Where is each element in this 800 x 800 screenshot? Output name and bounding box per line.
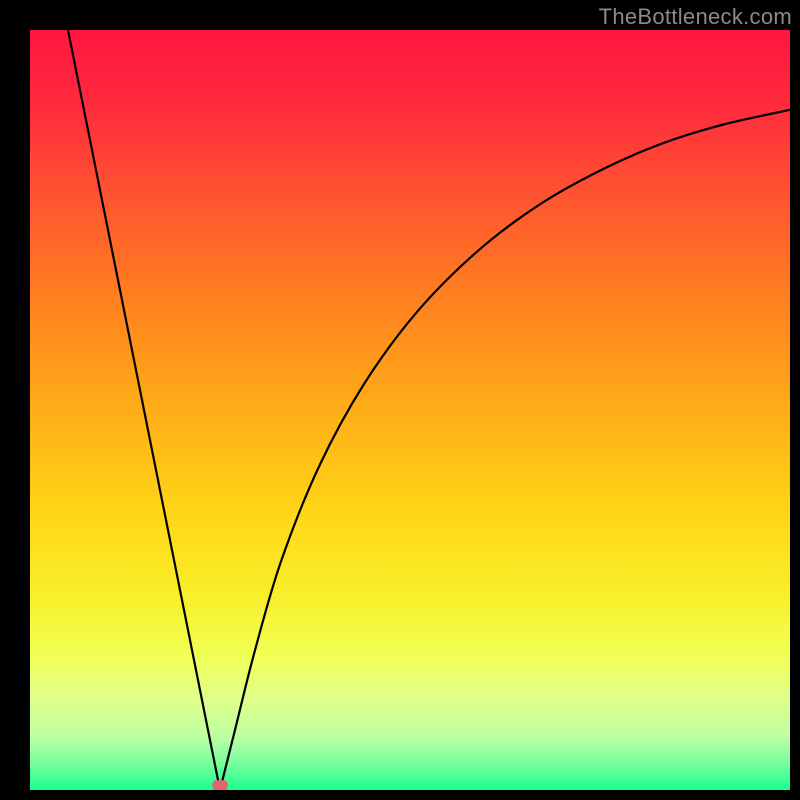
watermark-text: TheBottleneck.com [599,4,792,30]
minimum-marker [212,780,227,791]
chart-stage: TheBottleneck.com [0,0,800,800]
bottleneck-chart [0,0,800,800]
